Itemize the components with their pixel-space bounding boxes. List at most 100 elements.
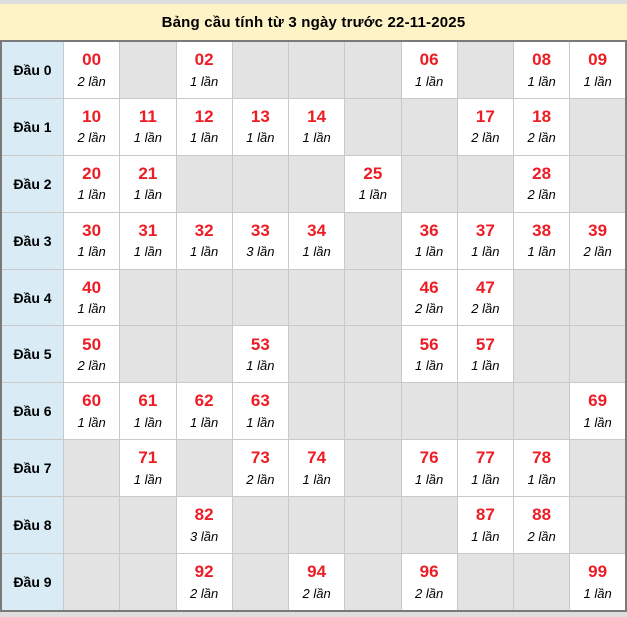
- empty-cell: [175, 154, 233, 213]
- empty-cell: [512, 268, 571, 327]
- number-cell: 76 1 lần: [400, 439, 458, 498]
- number-cell: 06 1 lần: [400, 40, 458, 99]
- number-cell: 69 1 lần: [569, 382, 627, 441]
- number-value: 17: [475, 107, 495, 127]
- number-value: 96: [419, 562, 439, 582]
- row-label: Đầu 1: [0, 97, 64, 156]
- number-count: 1 lần: [302, 130, 331, 146]
- number-value: 31: [138, 220, 158, 240]
- number-count: 2 lần: [527, 528, 556, 544]
- number-value: 57: [475, 334, 495, 354]
- number-count: 2 lần: [190, 585, 219, 601]
- table-row: Đầu 8 82 3 lần 87 1 lần 88 2 lần: [0, 496, 627, 555]
- number-cell: 40 1 lần: [62, 268, 121, 327]
- number-value: 28: [532, 163, 552, 183]
- empty-cell: [344, 325, 402, 384]
- empty-cell: [119, 40, 177, 99]
- number-cell: 50 2 lần: [62, 325, 121, 384]
- number-cell: 21 1 lần: [119, 154, 177, 213]
- number-value: 78: [532, 448, 552, 468]
- number-count: 1 lần: [415, 357, 444, 373]
- number-value: 73: [250, 448, 270, 468]
- row-label: Đầu 5: [0, 325, 64, 384]
- empty-cell: [344, 553, 402, 612]
- number-cell: 31 1 lần: [119, 211, 177, 270]
- number-cell: 09 1 lần: [569, 40, 627, 99]
- number-cell: 20 1 lần: [62, 154, 121, 213]
- number-value: 20: [82, 163, 102, 183]
- number-count: 1 lần: [583, 73, 612, 89]
- empty-cell: [175, 268, 233, 327]
- number-cell: 77 1 lần: [456, 439, 515, 498]
- number-count: 1 lần: [415, 471, 444, 487]
- number-value: 74: [307, 448, 327, 468]
- number-count: 2 lần: [583, 244, 612, 260]
- empty-cell: [344, 211, 402, 270]
- number-value: 11: [138, 107, 157, 127]
- empty-cell: [231, 553, 290, 612]
- number-count: 2 lần: [77, 73, 106, 89]
- row-label: Đầu 2: [0, 154, 64, 213]
- number-cell: 82 3 lần: [175, 496, 233, 555]
- number-count: 1 lần: [583, 414, 612, 430]
- number-value: 82: [194, 505, 214, 525]
- number-cell: 63 1 lần: [231, 382, 290, 441]
- number-count: 1 lần: [527, 471, 556, 487]
- table-row: Đầu 4 40 1 lần 46 2 lần 47 2 lần: [0, 268, 627, 327]
- number-count: 1 lần: [471, 528, 500, 544]
- number-count: 1 lần: [246, 357, 275, 373]
- number-count: 1 lần: [527, 73, 556, 89]
- number-cell: 25 1 lần: [344, 154, 402, 213]
- empty-cell: [456, 553, 515, 612]
- number-value: 38: [532, 220, 552, 240]
- number-cell: 99 1 lần: [569, 553, 627, 612]
- table-row: Đầu 3 30 1 lần 31 1 lần 32 1 lần 33 3 lần 34 1 lần…: [0, 211, 627, 270]
- number-cell: 17 2 lần: [456, 97, 515, 156]
- number-value: 13: [250, 107, 270, 127]
- number-cell: 46 2 lần: [400, 268, 458, 327]
- number-count: 1 lần: [358, 187, 387, 203]
- number-count: 1 lần: [583, 585, 612, 601]
- empty-cell: [456, 154, 515, 213]
- number-count: 1 lần: [246, 130, 275, 146]
- number-value: 71: [138, 448, 158, 468]
- empty-cell: [231, 154, 290, 213]
- number-cell: 73 2 lần: [231, 439, 290, 498]
- number-cell: 62 1 lần: [175, 382, 233, 441]
- number-value: 25: [363, 163, 383, 183]
- row-label: Đầu 6: [0, 382, 64, 441]
- number-count: 1 lần: [190, 73, 219, 89]
- number-value: 46: [419, 277, 439, 297]
- number-count: 2 lần: [77, 357, 106, 373]
- number-count: 1 lần: [133, 130, 162, 146]
- table-row: Đầu 5 50 2 lần 53 1 lần 56 1 lần 57 1 lần: [0, 325, 627, 384]
- empty-cell: [287, 382, 346, 441]
- number-cell: 88 2 lần: [512, 496, 571, 555]
- number-count: 1 lần: [527, 244, 556, 260]
- number-value: 61: [138, 391, 158, 411]
- number-count: 1 lần: [246, 414, 275, 430]
- empty-cell: [287, 325, 346, 384]
- number-count: 2 lần: [77, 130, 106, 146]
- number-count: 1 lần: [302, 471, 331, 487]
- table-row: Đầu 0 00 2 lần 02 1 lần 06 1 lần 08 1 lần 09 1 lần: [0, 40, 627, 99]
- empty-cell: [62, 496, 121, 555]
- number-value: 09: [588, 50, 608, 70]
- number-cell: 47 2 lần: [456, 268, 515, 327]
- number-cell: 02 1 lần: [175, 40, 233, 99]
- number-count: 2 lần: [471, 130, 500, 146]
- number-value: 02: [194, 50, 214, 70]
- empty-cell: [400, 382, 458, 441]
- number-cell: 61 1 lần: [119, 382, 177, 441]
- empty-cell: [512, 325, 571, 384]
- empty-cell: [287, 496, 346, 555]
- number-value: 77: [475, 448, 495, 468]
- number-value: 12: [194, 107, 214, 127]
- number-value: 33: [250, 220, 270, 240]
- empty-cell: [456, 382, 515, 441]
- number-value: 39: [588, 220, 608, 240]
- number-count: 2 lần: [527, 187, 556, 203]
- number-cell: 12 1 lần: [175, 97, 233, 156]
- number-value: 36: [419, 220, 439, 240]
- empty-cell: [175, 325, 233, 384]
